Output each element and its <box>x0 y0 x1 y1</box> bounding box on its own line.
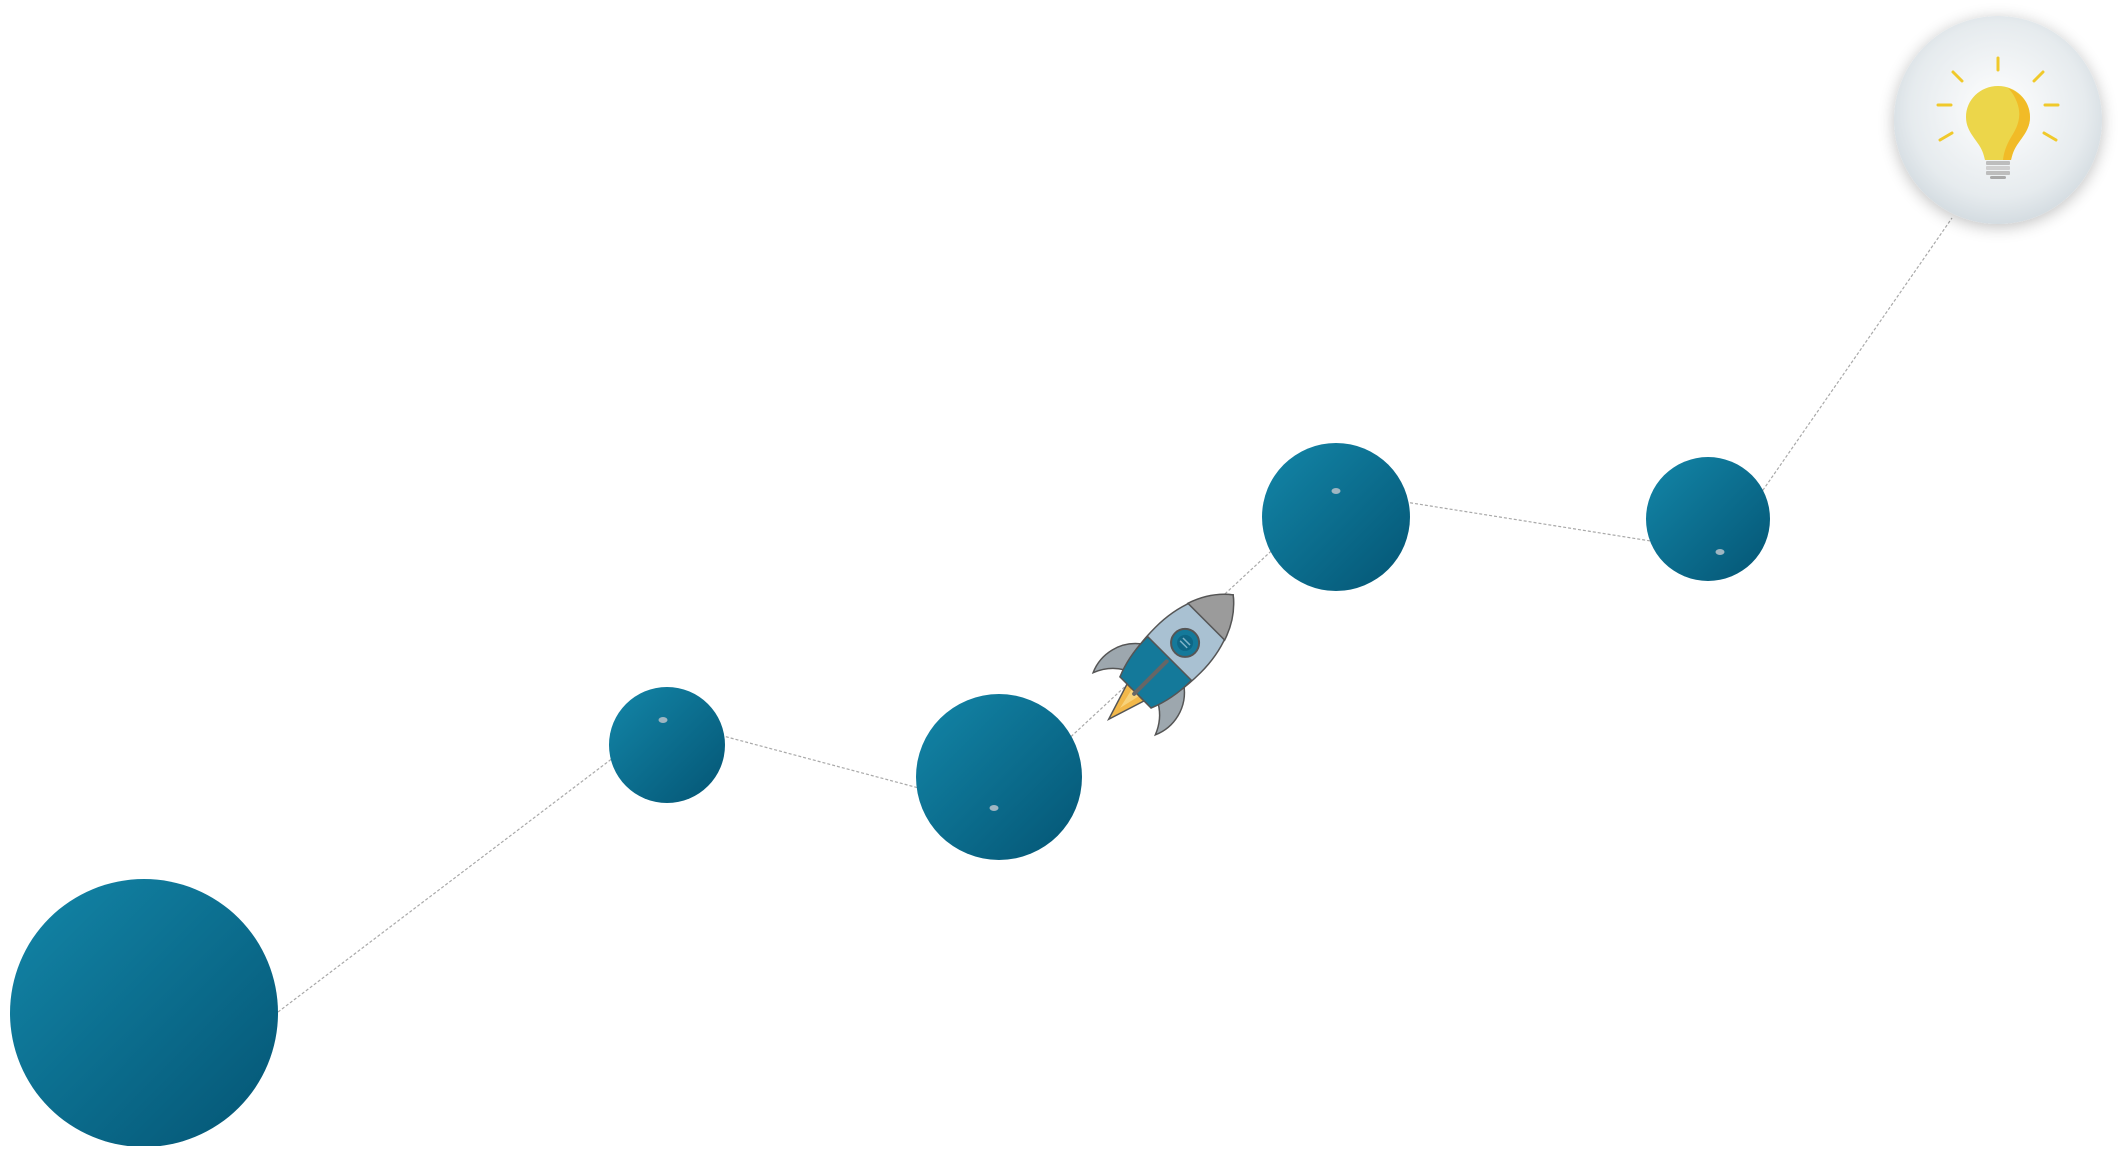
goal-node <box>1894 16 2102 224</box>
planet-2 <box>609 687 725 803</box>
rocket-icon <box>1091 593 1235 737</box>
lightbulb-icon <box>1936 56 2060 179</box>
waypoints <box>658 488 1725 811</box>
planets <box>10 443 1770 1147</box>
planet-5 <box>1646 457 1770 581</box>
waypoint-dot <box>989 805 999 811</box>
waypoint-dot <box>658 717 668 723</box>
planet-4 <box>1262 443 1410 591</box>
waypoint-dot <box>1331 488 1341 494</box>
path-lines <box>277 217 1953 1013</box>
planet-3 <box>916 694 1082 860</box>
planet-1 <box>10 879 278 1147</box>
path-segment-1 <box>277 719 664 1013</box>
waypoint-dot <box>1715 549 1725 555</box>
